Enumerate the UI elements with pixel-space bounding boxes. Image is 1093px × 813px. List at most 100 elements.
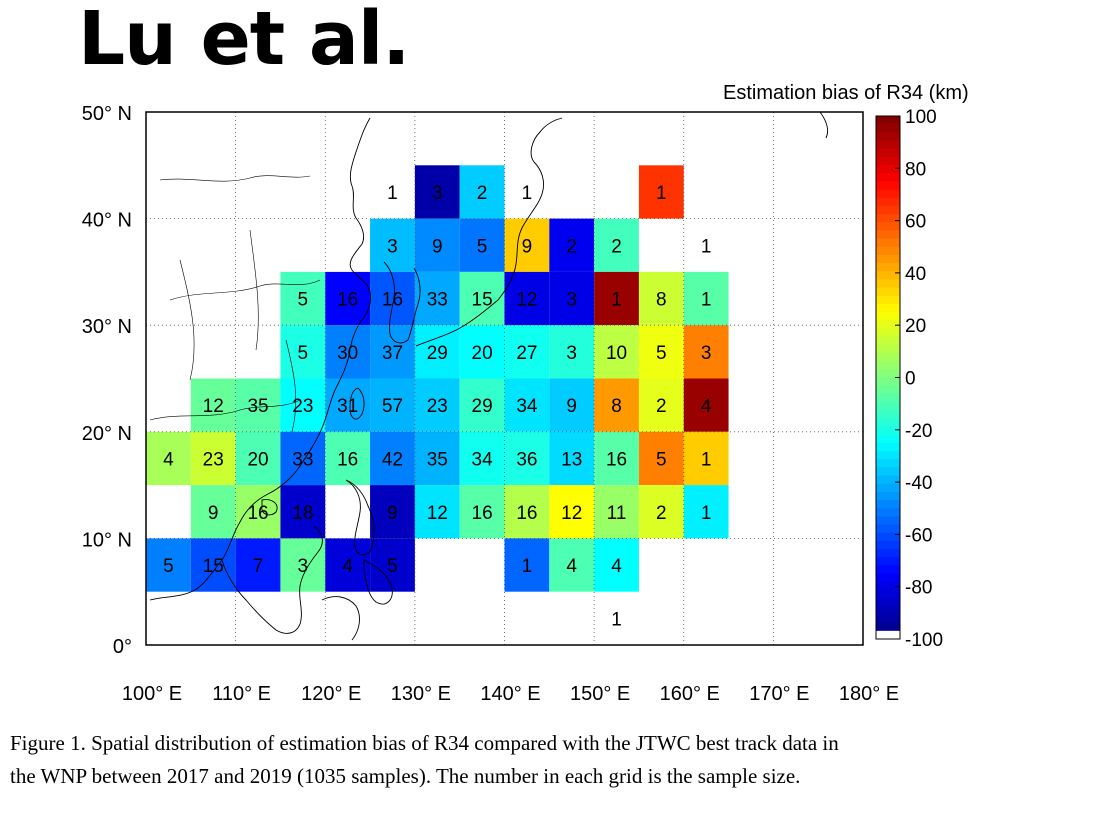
coastlines	[149, 111, 829, 641]
heatmap-cell	[414, 431, 460, 486]
caption-line-1: Figure 1. Spatial distribution of estima…	[10, 731, 839, 755]
x-tick-label: 130° E	[391, 683, 451, 705]
cell-sample-size: 4	[611, 556, 622, 577]
cell-sample-size: 3	[566, 290, 577, 311]
cell-sample-size: 16	[382, 290, 403, 311]
heatmap-cell	[459, 485, 505, 539]
colorbar-tick-label: -20	[905, 421, 932, 442]
colorbar-tick-label: -40	[905, 473, 932, 494]
cell-sample-size: 9	[387, 503, 398, 524]
colorbar-segment	[876, 434, 900, 444]
cell-sample-size: 9	[208, 503, 219, 524]
caption-line-2: the WNP between 2017 and 2019 (1035 samp…	[10, 764, 801, 788]
colorbar-tick-label: -60	[905, 525, 932, 546]
colorbar-segment	[876, 508, 900, 518]
heatmap-cell	[594, 431, 639, 486]
colorbar-segment	[876, 573, 900, 583]
heatmap-cell	[504, 538, 550, 592]
cell-sample-size: 11	[607, 503, 627, 524]
colorbar-segment	[876, 148, 900, 158]
cell-sample-size: 35	[247, 396, 268, 417]
heatmap-cell	[370, 485, 415, 539]
colorbar-segment	[876, 549, 900, 558]
cell-sample-size: 8	[611, 396, 622, 417]
heatmap-cell	[325, 538, 371, 592]
cell-sample-size: 4	[163, 449, 174, 470]
cell-sample-size: 1	[522, 183, 533, 204]
heatmap-cell	[280, 378, 326, 432]
cell-sample-size: 13	[561, 449, 582, 470]
colorbar-segment	[876, 181, 900, 191]
colorbar: 100 80 60 40 20 0 -20 -40 -60 -80 -100	[875, 107, 943, 651]
heatmap-cell	[235, 538, 281, 592]
colorbar-segment	[876, 532, 900, 542]
colorbar-segment	[876, 459, 900, 468]
colorbar-segment	[876, 557, 900, 567]
heatmap-cell	[325, 325, 371, 379]
heatmap-cell	[325, 431, 371, 486]
colorbar-segment	[876, 630, 900, 640]
cell-sample-size: 15	[472, 290, 493, 311]
cell-sample-size: 23	[203, 449, 224, 470]
colorbar-segment	[876, 303, 900, 313]
colorbar-tick-label: -100	[905, 630, 943, 651]
heatmap-cell	[683, 271, 729, 326]
cell-sample-size: 18	[292, 503, 313, 524]
cell-sample-size: 31	[337, 396, 358, 417]
cell-sample-size: 57	[382, 396, 403, 417]
heatmap-cell	[683, 378, 729, 432]
heatmap-cell	[280, 538, 326, 592]
x-tick-label: 120° E	[301, 683, 361, 705]
coastline-philippines-luzon	[345, 479, 375, 556]
colorbar-segment	[876, 140, 900, 150]
colorbar-segment	[876, 393, 900, 403]
sample-size-labels: 3 2 13 9 5 9 2 25 16 16 33 15 12 3 1 8 15 30 37 29 20 27 3 10 5 3…	[163, 183, 712, 630]
x-tick-label: 170° E	[749, 683, 809, 705]
coastline-philippines-south	[363, 559, 393, 605]
colorbar-segment	[876, 124, 900, 133]
heatmap-cell	[235, 485, 281, 539]
colorbar-tick-label: 80	[905, 159, 926, 180]
cell-sample-size: 9	[566, 396, 577, 417]
colorbar-segment	[876, 467, 900, 477]
cell-sample-size: 5	[298, 290, 309, 311]
heatmap-cell	[504, 218, 550, 272]
cell-sample-size: 35	[427, 449, 448, 470]
colorbar-segment	[876, 197, 900, 207]
coastline-japan	[415, 117, 563, 347]
colorbar-title: Estimation bias of R34 (km)	[723, 82, 969, 104]
cell-sample-size: 5	[656, 343, 667, 364]
y-tick-label: 20° N	[82, 423, 132, 445]
plot-frame	[145, 111, 864, 646]
y-tick-label: 0°	[113, 636, 132, 658]
cell-sample-size: 36	[516, 449, 537, 470]
colorbar-segment	[876, 491, 900, 501]
y-tick-label: 40° N	[82, 210, 132, 232]
colorbar-segment	[876, 483, 900, 493]
heatmap-cell	[504, 431, 550, 486]
heatmap-cell	[549, 378, 595, 432]
x-tick-label: 180° E	[839, 683, 899, 705]
heatmap-cell	[638, 485, 684, 539]
heatmap-cell	[459, 431, 505, 486]
colorbar-segment	[876, 410, 900, 419]
colorbar-tick-label: 20	[905, 316, 926, 337]
heatmap-cell	[504, 325, 550, 379]
cell-sample-size: 3	[298, 556, 309, 577]
heatmap-cell	[638, 271, 684, 326]
colorbar-segment	[876, 500, 900, 509]
colorbar-segment	[876, 622, 900, 632]
heatmap-cell	[325, 378, 371, 432]
cell-sample-size: 3	[432, 183, 443, 204]
colorbar-segment	[876, 205, 900, 215]
colorbar-segment	[876, 402, 900, 411]
heatmap-cell	[459, 378, 505, 432]
colorbar-segment	[876, 246, 900, 256]
colorbar-segment	[876, 581, 900, 591]
cell-sample-size: 5	[387, 556, 398, 577]
heatmap-cell	[190, 485, 236, 539]
colorbar-tick-label: 40	[905, 264, 926, 285]
cell-sample-size: 1	[522, 556, 533, 577]
colorbar-segment	[876, 132, 900, 142]
heatmap-cell	[549, 538, 595, 592]
